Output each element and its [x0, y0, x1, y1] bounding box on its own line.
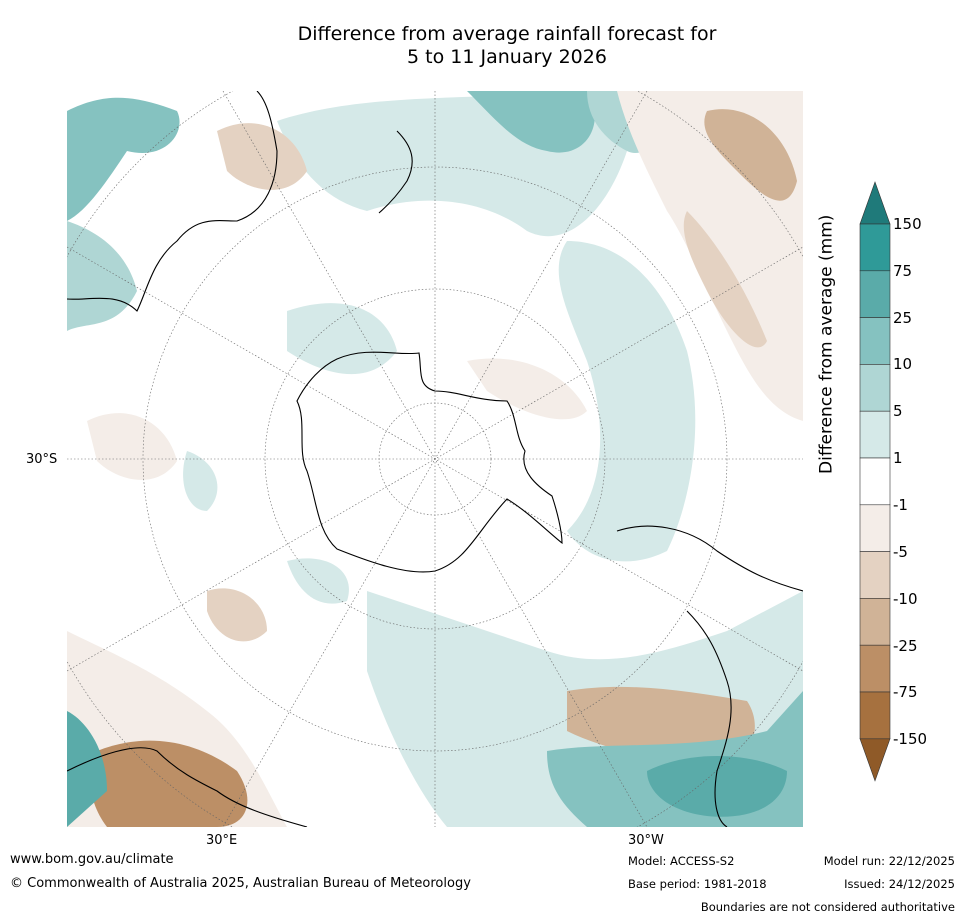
- colorbar-cell: [859, 410, 891, 459]
- colorbar-tick-label: -5: [893, 543, 908, 561]
- colorbar-tick-label: -75: [893, 683, 918, 701]
- colorbar-cell: [859, 223, 891, 272]
- anomaly-fields: [67, 91, 803, 827]
- antarctica-coastline: [296, 351, 563, 573]
- lon-label-30e: 30°E: [206, 833, 238, 848]
- africa-coastline: [67, 747, 308, 827]
- map-title-line1: Difference from average rainfall forecas…: [297, 23, 717, 45]
- colorbar-cell: [859, 317, 891, 365]
- colorbar-tick-label: -10: [893, 590, 918, 608]
- colorbar-tick-label: 150: [893, 215, 922, 233]
- lon-label-30w: 30°W: [628, 833, 664, 848]
- footer-website: www.bom.gov.au/climate: [10, 852, 174, 867]
- footer-copyright: © Commonwealth of Australia 2025, Austra…: [10, 876, 471, 891]
- footer-model-run: Model run: 22/12/2025: [823, 854, 955, 868]
- colorbar-extend-min: [859, 738, 891, 782]
- colorbar-tick-label: 1: [893, 449, 903, 467]
- colorbar-tick-label: 5: [893, 402, 903, 420]
- colorbar-cell: [859, 551, 891, 599]
- colorbar-cell: [859, 457, 891, 506]
- footer-model: Model: ACCESS-S2: [628, 854, 735, 868]
- colorbar-cell: [859, 364, 891, 412]
- colorbar-cell: [859, 691, 891, 740]
- colorbar-title: Difference from average (mm): [816, 214, 837, 474]
- colorbar-tick-label: 10: [893, 355, 913, 373]
- south-america-coastline: [616, 525, 803, 827]
- rainfall-anomaly-map: [67, 91, 803, 827]
- colorbar-cell: [859, 644, 891, 693]
- australia-coastline: [67, 91, 278, 312]
- new-zealand-coastline: [378, 130, 413, 214]
- footer-disclaimer: Boundaries are not considered authoritat…: [700, 900, 955, 914]
- colorbar-tick-label: 25: [893, 309, 913, 327]
- colorbar: [859, 181, 891, 782]
- footer-base-period: Base period: 1981-2018: [628, 877, 767, 891]
- coastlines: [67, 91, 803, 827]
- colorbar-extend-max: [859, 181, 891, 225]
- colorbar-tick-label: -150: [893, 730, 928, 748]
- colorbar-cell: [859, 598, 891, 646]
- colorbar-cell: [859, 504, 891, 552]
- colorbar-cell: [859, 270, 891, 318]
- colorbar-tick-label: 75: [893, 262, 913, 280]
- colorbar-tick-label: -25: [893, 637, 918, 655]
- graticule: [67, 91, 803, 827]
- map-title-line2: 5 to 11 January 2026: [407, 46, 607, 68]
- footer-issued: Issued: 24/12/2025: [844, 877, 955, 891]
- lat-label-30s: 30°S: [26, 452, 58, 467]
- colorbar-tick-label: -1: [893, 496, 908, 514]
